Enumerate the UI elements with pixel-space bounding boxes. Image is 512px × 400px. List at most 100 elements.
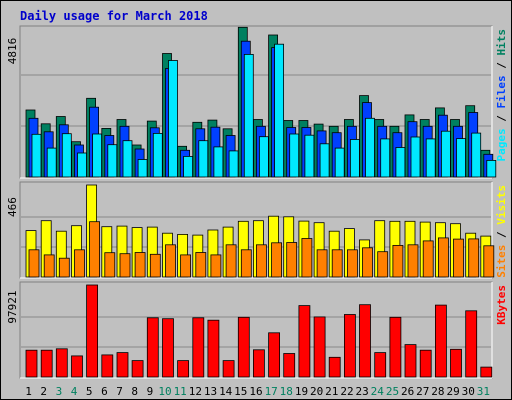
bar-kbytes-day-2 (40, 349, 53, 378)
bar-sites-day-14 (225, 244, 237, 278)
x-tick-day-31: 31 (477, 385, 490, 398)
bar-pages-day-4 (77, 152, 87, 178)
side-legend-part: Visits (495, 185, 508, 225)
x-tick-day-7: 7 (116, 385, 123, 398)
bar-kbytes-day-15 (237, 316, 250, 378)
bar-pages-day-24 (380, 138, 391, 178)
x-tick-day-25: 25 (386, 385, 399, 398)
bar-pages-day-20 (319, 143, 330, 178)
bar-pages-day-27 (425, 138, 436, 178)
x-tick-day-23: 23 (355, 385, 368, 398)
bar-pages-day-6 (107, 144, 118, 178)
x-axis-day-labels: 1 2 3 4 5 6 7 8 9 10 11 12 13 14 15 16 17 18 19 20 21 22 23 24 2… (25, 385, 490, 398)
bar-pages-day-7 (122, 140, 133, 178)
bar-kbytes-day-24 (374, 352, 387, 378)
bar-sites-day-18 (286, 242, 298, 278)
x-tick-day-22: 22 (340, 385, 353, 398)
bar-kbytes-day-16 (252, 349, 265, 378)
x-tick-day-9: 9 (147, 385, 154, 398)
bar-pages-day-16 (258, 136, 269, 178)
x-tick-day-15: 15 (234, 385, 247, 398)
x-tick-day-13: 13 (204, 385, 217, 398)
bar-pages-day-25 (395, 147, 406, 178)
bar-kbytes-day-31 (480, 366, 493, 378)
bar-kbytes-day-8 (131, 360, 144, 378)
bar-sites-day-16 (255, 244, 267, 278)
bar-sites-day-31 (483, 245, 495, 278)
panel-middle-ymax-label: 466 (6, 197, 19, 217)
bar-pages-day-1 (31, 133, 42, 178)
x-tick-day-1: 1 (25, 385, 32, 398)
side-legend-part: Files (495, 75, 508, 108)
bar-pages-day-21 (334, 147, 345, 178)
bar-kbytes-day-25 (389, 316, 402, 378)
side-legend-part: Pages (495, 128, 508, 161)
bar-pages-day-23 (365, 117, 375, 178)
panel-bottom-side-legend: KBytes (495, 285, 508, 325)
x-tick-day-30: 30 (462, 385, 475, 398)
bar-kbytes-day-5 (86, 284, 98, 378)
bar-sites-day-13 (210, 254, 222, 278)
bar-pages-day-14 (228, 150, 239, 178)
bar-sites-day-2 (43, 254, 55, 278)
bar-sites-day-15 (240, 249, 252, 278)
x-tick-day-19: 19 (295, 385, 308, 398)
bar-kbytes-day-26 (404, 344, 417, 378)
x-tick-day-2: 2 (40, 385, 47, 398)
x-tick-day-29: 29 (446, 385, 459, 398)
side-legend-part: / (495, 225, 508, 245)
bar-pages-day-12 (198, 140, 209, 178)
side-legend-part: / (495, 109, 508, 129)
bar-sites-day-10 (165, 244, 176, 278)
bar-kbytes-day-20 (313, 316, 326, 378)
bar-kbytes-day-10 (162, 318, 174, 378)
chart-title: Daily usage for March 2018 (20, 9, 208, 23)
bar-pages-day-28 (440, 130, 451, 178)
bar-kbytes-day-29 (450, 348, 462, 378)
panel-bottom-ymax-label: 97921 (6, 290, 19, 323)
bar-sites-day-23 (362, 247, 373, 278)
bar-kbytes-day-30 (465, 310, 478, 378)
bar-sites-day-24 (377, 251, 389, 278)
bar-kbytes-day-9 (146, 317, 159, 378)
x-tick-day-16: 16 (249, 385, 262, 398)
x-tick-day-27: 27 (416, 385, 429, 398)
bar-kbytes-day-27 (419, 349, 432, 378)
bar-kbytes-day-17 (268, 332, 281, 378)
bar-pages-day-8 (137, 159, 148, 178)
bar-pages-day-9 (152, 132, 163, 178)
bar-pages-day-18 (289, 133, 300, 178)
panel-bevels (19, 25, 493, 379)
bar-sites-day-30 (468, 238, 480, 278)
bar-kbytes-day-12 (192, 317, 205, 378)
bar-pages-day-22 (349, 139, 360, 178)
x-tick-day-20: 20 (310, 385, 323, 398)
x-tick-day-28: 28 (431, 385, 444, 398)
side-legend-part: Sites (495, 245, 508, 278)
bar-sites-day-9 (149, 253, 161, 278)
x-tick-day-14: 14 (219, 385, 233, 398)
bar-pages-day-15 (243, 54, 254, 178)
bar-kbytes-day-6 (101, 354, 114, 378)
bar-sites-day-11 (180, 254, 192, 278)
bar-sites-day-4 (74, 249, 85, 278)
panel-middle-side-legend: Sites / Visits (495, 185, 508, 278)
x-tick-day-24: 24 (371, 385, 385, 398)
x-tick-day-11: 11 (174, 385, 187, 398)
x-tick-day-26: 26 (401, 385, 414, 398)
x-tick-day-17: 17 (265, 385, 278, 398)
bar-sites-day-20 (316, 249, 328, 278)
panel-top-ymax-label: 4816 (6, 38, 19, 65)
x-tick-day-10: 10 (158, 385, 171, 398)
bar-sites-day-12 (195, 252, 207, 278)
bar-sites-day-28 (437, 237, 449, 278)
bar-sites-day-19 (301, 238, 313, 278)
bar-kbytes-day-28 (434, 304, 447, 378)
y-max-labels: 4816 466 97921 (6, 38, 19, 324)
bar-pages-day-2 (46, 147, 57, 178)
bar-pages-day-5 (92, 133, 102, 178)
x-tick-day-3: 3 (56, 385, 63, 398)
bar-pages-day-13 (213, 146, 224, 178)
bar-sites-day-22 (346, 249, 358, 278)
